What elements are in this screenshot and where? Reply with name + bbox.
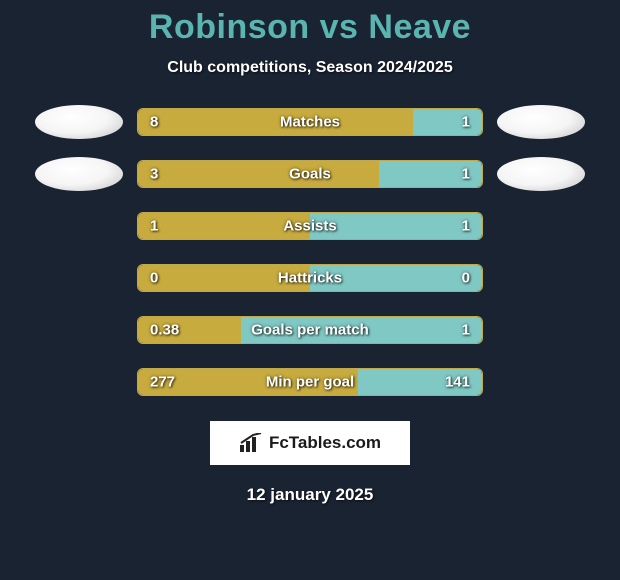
- stat-value-left: 8: [150, 114, 158, 131]
- stat-label: Matches: [280, 114, 340, 131]
- stat-value-right: 141: [445, 374, 470, 391]
- avatar-right: [497, 105, 585, 139]
- comparison-infographic: Robinson vs Neave Club competitions, Sea…: [0, 0, 620, 580]
- stat-value-right: 1: [462, 218, 470, 235]
- bar-fill-right: [413, 109, 482, 135]
- stat-value-right: 1: [462, 166, 470, 183]
- stat-bar: 8 1 Matches: [137, 108, 483, 136]
- stat-value-left: 0: [150, 270, 158, 287]
- avatar-left: [35, 157, 123, 191]
- stat-value-left: 3: [150, 166, 158, 183]
- stat-bar: 277 141 Min per goal: [137, 368, 483, 396]
- stat-row: 277 141 Min per goal: [0, 365, 620, 399]
- brand-badge: FcTables.com: [210, 421, 410, 465]
- page-title: Robinson vs Neave: [0, 8, 620, 47]
- stat-label: Assists: [283, 218, 336, 235]
- bar-fill-left: [138, 161, 379, 187]
- bar-fill-left: [138, 109, 413, 135]
- stat-label: Min per goal: [266, 374, 354, 391]
- avatar-left: [35, 105, 123, 139]
- stat-value-right: 0: [462, 270, 470, 287]
- stat-bar: 0 0 Hattricks: [137, 264, 483, 292]
- stat-value-left: 1: [150, 218, 158, 235]
- stat-row: 0.38 1 Goals per match: [0, 313, 620, 347]
- stat-value-left: 0.38: [150, 322, 179, 339]
- stat-rows: 8 1 Matches 3 1 Goals 1 1 Assists 0 0 Hattricks 0.38…: [0, 105, 620, 399]
- stat-value-left: 277: [150, 374, 175, 391]
- stat-row: 8 1 Matches: [0, 105, 620, 139]
- brand-text: FcTables.com: [269, 433, 381, 453]
- stat-label: Goals: [289, 166, 331, 183]
- stat-label: Hattricks: [278, 270, 342, 287]
- stat-bar: 1 1 Assists: [137, 212, 483, 240]
- date-label: 12 january 2025: [0, 485, 620, 505]
- stat-value-right: 1: [462, 322, 470, 339]
- stat-label: Goals per match: [251, 322, 369, 339]
- stat-bar: 3 1 Goals: [137, 160, 483, 188]
- stat-bar: 0.38 1 Goals per match: [137, 316, 483, 344]
- stat-row: 3 1 Goals: [0, 157, 620, 191]
- stat-row: 1 1 Assists: [0, 209, 620, 243]
- stat-value-right: 1: [462, 114, 470, 131]
- subtitle: Club competitions, Season 2024/2025: [0, 59, 620, 77]
- chart-icon: [239, 433, 263, 453]
- stat-row: 0 0 Hattricks: [0, 261, 620, 295]
- avatar-right: [497, 157, 585, 191]
